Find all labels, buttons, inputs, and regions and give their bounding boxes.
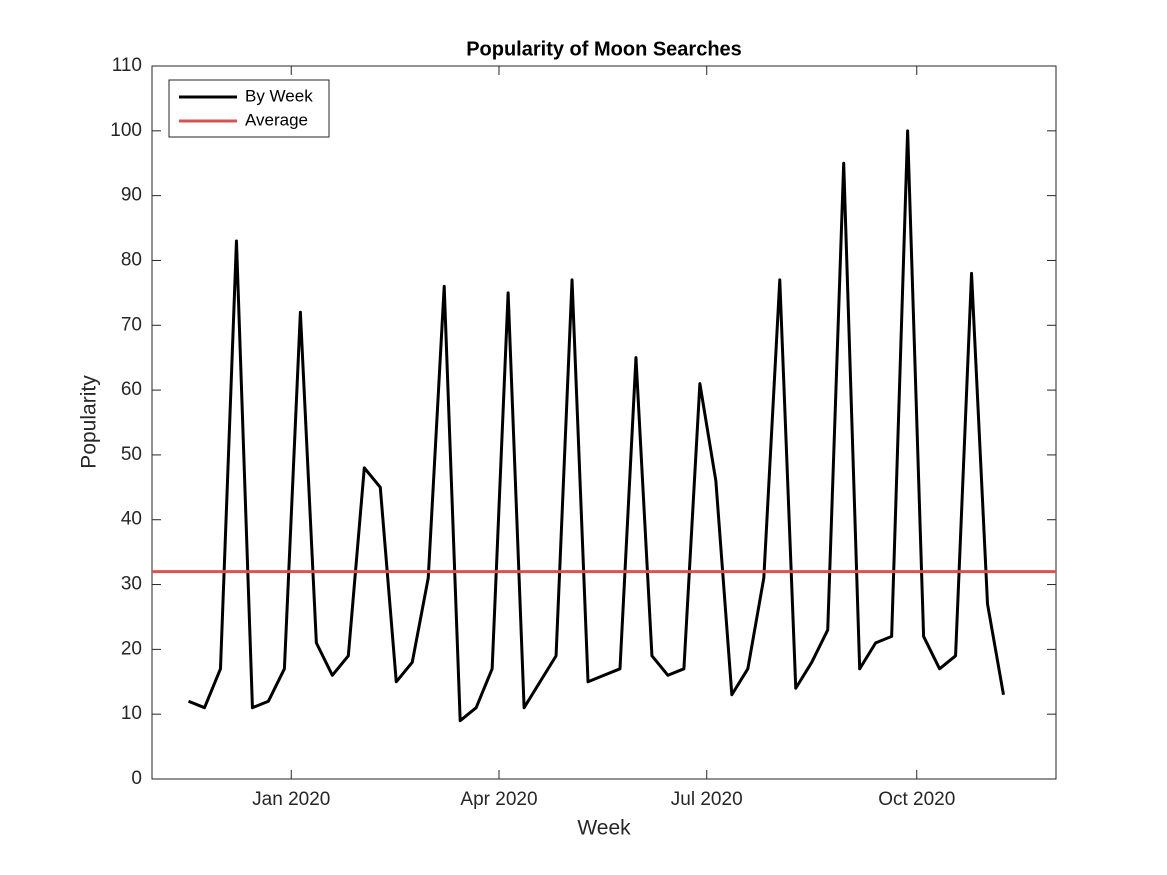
legend-label: By Week [245, 86, 313, 105]
data-line [187, 129, 1005, 723]
y-tick-label: 50 [121, 444, 142, 465]
x-tick-label: Jan 2020 [252, 789, 330, 810]
y-tick-label: 10 [121, 703, 142, 724]
y-tick-label: 20 [121, 638, 142, 659]
y-tick-label: 110 [112, 55, 142, 76]
x-tick-label: Oct 2020 [878, 789, 955, 810]
y-tick-label: 0 [131, 768, 142, 789]
chart-title: Popularity of Moon Searches [466, 38, 742, 60]
y-tick-label: 90 [121, 185, 142, 206]
legend-label: Average [245, 110, 308, 129]
y-tick-label: 80 [121, 249, 142, 270]
plot-frame [151, 65, 1057, 780]
y-axis-label: Popularity [78, 375, 101, 469]
legend-box [168, 79, 330, 138]
x-axis-label: Week [577, 817, 631, 840]
x-tick-label: Jul 2020 [671, 789, 743, 810]
y-tick-label: 100 [110, 120, 142, 141]
x-tick-label: Apr 2020 [460, 789, 537, 810]
y-tick-label: 40 [121, 509, 142, 530]
y-tick-label: 30 [121, 574, 142, 595]
y-tick-label: 60 [121, 379, 142, 400]
y-tick-label: 70 [121, 314, 142, 335]
